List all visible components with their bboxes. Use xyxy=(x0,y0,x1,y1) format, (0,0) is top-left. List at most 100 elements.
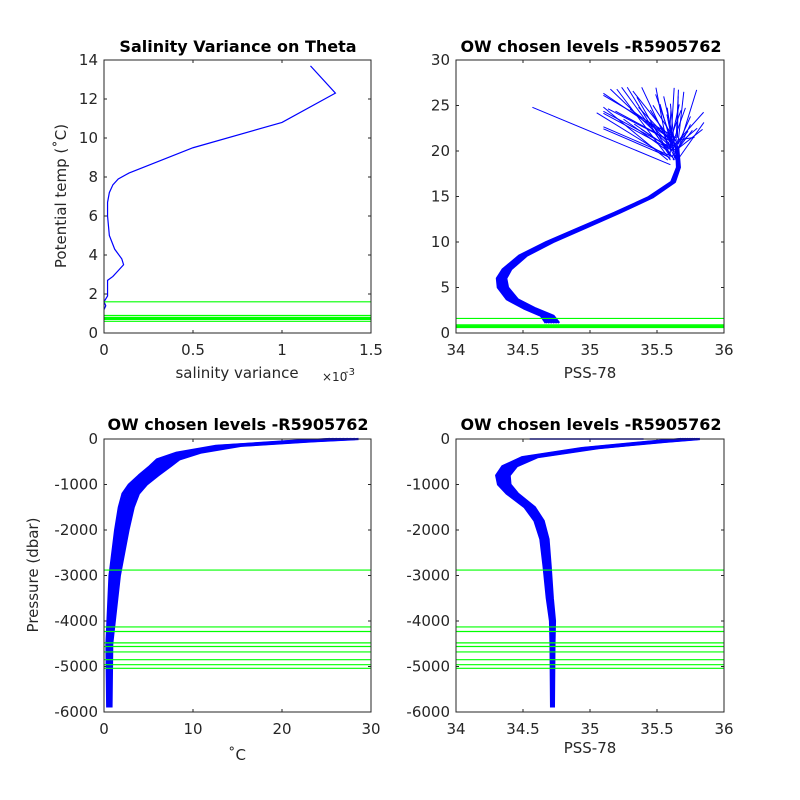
x-tick-label: 36 xyxy=(714,341,733,359)
surface-profile-segment xyxy=(668,109,672,142)
profile-line xyxy=(500,146,680,324)
y-tick-label: 2 xyxy=(88,285,98,303)
x-tick-label: 0 xyxy=(99,720,109,738)
y-tick-label: 15 xyxy=(431,188,450,206)
surface-profile-segment xyxy=(677,122,705,161)
surface-profile-segment xyxy=(672,124,691,161)
x-tick-label: 30 xyxy=(361,720,380,738)
y-tick-label: -6000 xyxy=(54,703,98,721)
y-tick-label: 10 xyxy=(79,129,98,147)
surface-profile-segment xyxy=(603,128,669,158)
surface-profile-segment xyxy=(633,123,669,148)
x-tick-label: 34.5 xyxy=(506,341,539,359)
y-tick-label: -1000 xyxy=(54,476,98,494)
profile-line xyxy=(506,437,698,708)
y-axis-label: Potential temp (˚C) xyxy=(52,124,70,268)
y-tick-label: -6000 xyxy=(406,703,450,721)
surface-profile-segment xyxy=(603,110,678,151)
profile-line xyxy=(498,146,679,324)
y-axis-label: Pressure (dbar) xyxy=(24,518,42,633)
tick-layer: 34 34.5 35 35.5 36 0 5 10 15 20 25 30 xyxy=(431,51,734,359)
y-tick-label: -3000 xyxy=(406,567,450,585)
profile-line xyxy=(495,146,679,324)
profile-line xyxy=(496,437,684,708)
y-tick-label: 6 xyxy=(88,207,98,225)
panel-pressure-salinity: OW chosen levels -R5905762 34 34.5 35 35.5 3… xyxy=(406,415,733,757)
x-axis-exponent-power: -3 xyxy=(345,367,355,378)
axes-frame xyxy=(455,59,725,334)
surface-profile-segment xyxy=(621,87,675,161)
profile-line xyxy=(498,437,686,708)
surface-profile-segment xyxy=(603,112,673,151)
x-axis-label: ˚C xyxy=(228,746,246,764)
y-tick-label: -1000 xyxy=(406,476,450,494)
y-tick-label: 20 xyxy=(431,142,450,160)
surface-profile-segment xyxy=(603,92,670,139)
x-tick-label: 1.5 xyxy=(359,341,383,359)
y-tick-label: 25 xyxy=(431,97,450,115)
tick-layer: 0 10 20 30 -6000 -5000 -4000 -3000 -2000 -1000 0 xyxy=(54,430,380,738)
y-tick-label: -5000 xyxy=(406,658,450,676)
axes-frame xyxy=(103,438,372,713)
mark-layer xyxy=(103,65,371,322)
mark-layer xyxy=(104,437,371,708)
panel-title: OW chosen levels -R5905762 xyxy=(460,37,721,56)
surface-profile-segment xyxy=(603,94,677,139)
panel-pressure-temperature: OW chosen levels -R5905762 0 10 20 30 -6000 -… xyxy=(24,415,381,764)
profile-line xyxy=(508,437,700,708)
surface-profile-segment xyxy=(615,110,671,142)
x-tick-label: 35.5 xyxy=(640,341,673,359)
profile-line xyxy=(499,146,680,324)
y-tick-label: 14 xyxy=(79,51,98,69)
profile-line xyxy=(503,437,693,708)
profile-line xyxy=(495,437,682,708)
mark-layer xyxy=(456,87,724,329)
x-tick-label: 36 xyxy=(714,720,733,738)
surface-profile-segment xyxy=(676,89,698,154)
axes-frame xyxy=(455,438,725,713)
y-tick-label: -2000 xyxy=(406,521,450,539)
y-tick-label: 0 xyxy=(440,324,450,342)
y-tick-label: -2000 xyxy=(54,521,98,539)
surface-profile-segment xyxy=(603,106,669,161)
y-tick-label: -4000 xyxy=(406,612,450,630)
profile-line xyxy=(103,65,337,310)
profile-line xyxy=(505,146,681,324)
y-tick-label: 0 xyxy=(88,324,98,342)
profile-line xyxy=(501,437,691,708)
profile-line xyxy=(108,437,345,708)
x-tick-label: 34 xyxy=(446,341,465,359)
x-tick-label: 35 xyxy=(580,720,599,738)
x-tick-label: 0 xyxy=(99,341,109,359)
surface-profile-segment xyxy=(674,89,679,154)
surface-profile-segment xyxy=(670,131,689,151)
mark-layer xyxy=(456,437,724,708)
x-tick-label: 34.5 xyxy=(506,720,539,738)
y-tick-label: 10 xyxy=(431,233,450,251)
y-tick-label: -5000 xyxy=(54,658,98,676)
profile-line xyxy=(108,437,348,708)
panel-title: OW chosen levels -R5905762 xyxy=(107,415,368,434)
y-tick-label: 12 xyxy=(79,90,98,108)
y-tick-label: -3000 xyxy=(54,567,98,585)
profile-line xyxy=(503,146,681,324)
x-axis-label: salinity variance xyxy=(175,364,298,382)
profile-line xyxy=(500,437,689,708)
y-tick-label: 5 xyxy=(440,279,450,297)
profile-line xyxy=(505,437,696,708)
x-tick-label: 20 xyxy=(272,720,291,738)
panel-theta-salinity: OW chosen levels -R5905762 34 34.5 35 35.5 3… xyxy=(431,37,734,382)
profile-line xyxy=(502,146,681,324)
x-tick-label: 34 xyxy=(446,720,465,738)
panel-salinity-variance: Salinity Variance on Theta 0 0.5 1 1.5 0 2 4 6 8… xyxy=(52,37,383,384)
profile-line xyxy=(501,146,680,324)
y-tick-label: 0 xyxy=(440,430,450,448)
surface-profile-segment xyxy=(623,118,671,154)
panel-title: OW chosen levels -R5905762 xyxy=(460,415,721,434)
axes-frame xyxy=(103,59,372,334)
y-tick-label: 30 xyxy=(431,51,450,69)
y-tick-label: 8 xyxy=(88,168,98,186)
panel-title: Salinity Variance on Theta xyxy=(119,37,356,56)
x-tick-label: 35.5 xyxy=(640,720,673,738)
